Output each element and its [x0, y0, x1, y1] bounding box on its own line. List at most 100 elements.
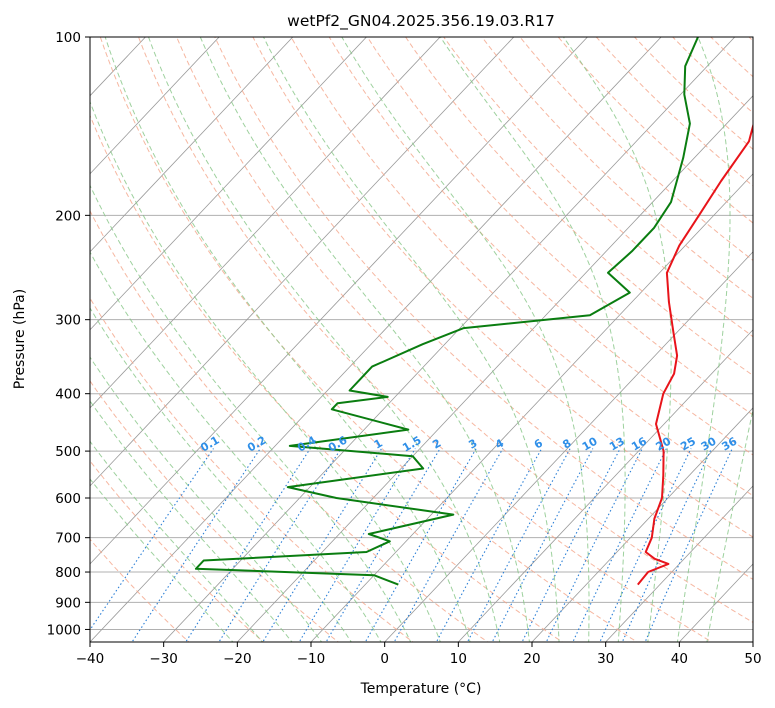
- moist-adiabat-line: [562, 37, 672, 642]
- dewpoint-line: [194, 37, 699, 586]
- dry-adiabat-line: [748, 37, 753, 42]
- mixing-ratio-line: [466, 448, 571, 642]
- isotherm-line: [605, 485, 753, 642]
- isotherm-line: [90, 37, 294, 253]
- y-tick-label: 100: [55, 30, 81, 46]
- mixing-ratio-label: 3: [466, 437, 479, 452]
- moist-adiabat-line: [90, 184, 412, 642]
- dry-adiabat-line: [710, 37, 753, 78]
- x-tick-label: 30: [597, 651, 614, 667]
- x-tick-label: 20: [523, 651, 540, 667]
- mixing-ratio-line: [218, 448, 342, 642]
- moist-adiabat-line: [148, 37, 501, 642]
- chart-title: wetPf2_GN04.2025.356.19.03.R17: [287, 12, 555, 31]
- x-tick-label: −30: [149, 651, 178, 667]
- dry-adiabat-line: [90, 460, 265, 642]
- mixing-ratio-line: [393, 448, 504, 642]
- dry-adiabat-line: [90, 209, 489, 642]
- dry-adiabat-line: [137, 37, 713, 642]
- mixing-ratio-line: [185, 448, 311, 642]
- dry-adiabat-line: [672, 37, 753, 114]
- mixing-ratio-lines: [90, 448, 733, 642]
- moist-adiabat-line: [90, 478, 234, 642]
- moist-adiabat-line: [90, 307, 352, 642]
- x-tick-label: −20: [223, 651, 252, 667]
- x-tick-label: 40: [671, 651, 688, 667]
- y-tick-label: 600: [55, 491, 81, 507]
- dry-adiabat-line: [99, 37, 638, 642]
- moist-adiabat-line: [263, 37, 560, 642]
- isotherm-line: [90, 37, 515, 487]
- isotherm-line: [90, 37, 441, 409]
- dry-adiabat-line: [252, 37, 753, 538]
- dry-adiabat-line: [90, 297, 414, 642]
- dry-adiabat-line: [443, 37, 753, 338]
- y-tick-label: 1000: [47, 622, 81, 638]
- isotherm-line: [90, 37, 662, 642]
- dry-adiabat-line: [758, 10, 775, 645]
- dry-adiabat-line: [90, 114, 564, 642]
- x-axis-label: Temperature (°C): [360, 681, 482, 697]
- isotherm-line: [310, 173, 753, 642]
- moist-adiabat-line: [341, 37, 590, 642]
- dry-adiabat-line: [366, 37, 753, 416]
- mixing-ratio-line: [644, 448, 733, 642]
- isotherm-line: [457, 329, 753, 642]
- isobar-gridlines: [90, 37, 753, 630]
- isotherm-line: [90, 37, 589, 565]
- moist-adiabat-line: [104, 37, 471, 642]
- dry-adiabat-line: [557, 37, 753, 224]
- isotherm-line: [678, 563, 753, 642]
- x-tick-label: −40: [76, 651, 105, 667]
- y-tick-label: 300: [55, 313, 81, 329]
- moist-adiabat-line: [90, 250, 382, 642]
- isotherm-lines: [90, 37, 753, 642]
- dry-adiabat-line: [214, 37, 753, 580]
- mixing-ratio-line: [545, 448, 643, 642]
- y-tick-label: 900: [55, 595, 81, 611]
- dry-adiabat-line: [290, 37, 753, 497]
- y-tick-label: 700: [55, 531, 81, 547]
- isotherm-line: [236, 95, 753, 642]
- y-tick-label: 500: [55, 444, 81, 460]
- sounding-series: [194, 37, 753, 586]
- mixing-ratio-line: [325, 448, 441, 642]
- dry-adiabat-lines: [90, 10, 775, 645]
- moist-adiabat-line: [90, 440, 264, 642]
- mixing-ratio-line: [491, 448, 594, 642]
- moist-adiabat-line: [90, 400, 293, 642]
- x-tick-label: 0: [380, 651, 389, 667]
- mixing-ratio-line: [572, 448, 667, 642]
- y-tick-label: 200: [55, 208, 81, 224]
- dry-adiabat-line: [90, 380, 340, 642]
- moist-adiabat-line: [706, 406, 753, 642]
- dry-adiabat-line: [176, 37, 753, 624]
- mixing-ratio-line: [621, 448, 713, 642]
- y-axis-label: Pressure (hPa): [12, 289, 28, 389]
- moist-adiabat-line: [199, 37, 530, 642]
- mixing-ratio-label: 4: [493, 436, 506, 451]
- moist-adiabat-line: [439, 37, 626, 642]
- dry-adiabat-line: [404, 37, 753, 377]
- x-tick-label: 50: [744, 651, 761, 667]
- mixing-ratio-label: 2: [430, 437, 443, 452]
- x-tick-label: 10: [450, 651, 467, 667]
- moist-adiabat-line: [90, 356, 323, 642]
- mixing-ratio-line: [131, 448, 261, 642]
- mixing-ratio-line: [90, 448, 214, 631]
- y-tick-label: 400: [55, 387, 81, 403]
- isotherm-line: [90, 37, 220, 175]
- moist-adiabat-lines: [90, 37, 753, 642]
- isotherm-line: [90, 37, 368, 331]
- mixing-ratio-label: 6: [532, 436, 545, 451]
- mixing-ratio-line: [262, 448, 383, 642]
- mixing-ratio-line: [298, 448, 416, 642]
- plot-frame: [89, 36, 754, 643]
- moist-adiabat-line: [676, 37, 731, 642]
- dry-adiabat-line: [90, 538, 190, 642]
- isotherm-line: [384, 251, 753, 642]
- mixing-ratio-line: [599, 448, 692, 642]
- moist-adiabat-line: [90, 100, 441, 642]
